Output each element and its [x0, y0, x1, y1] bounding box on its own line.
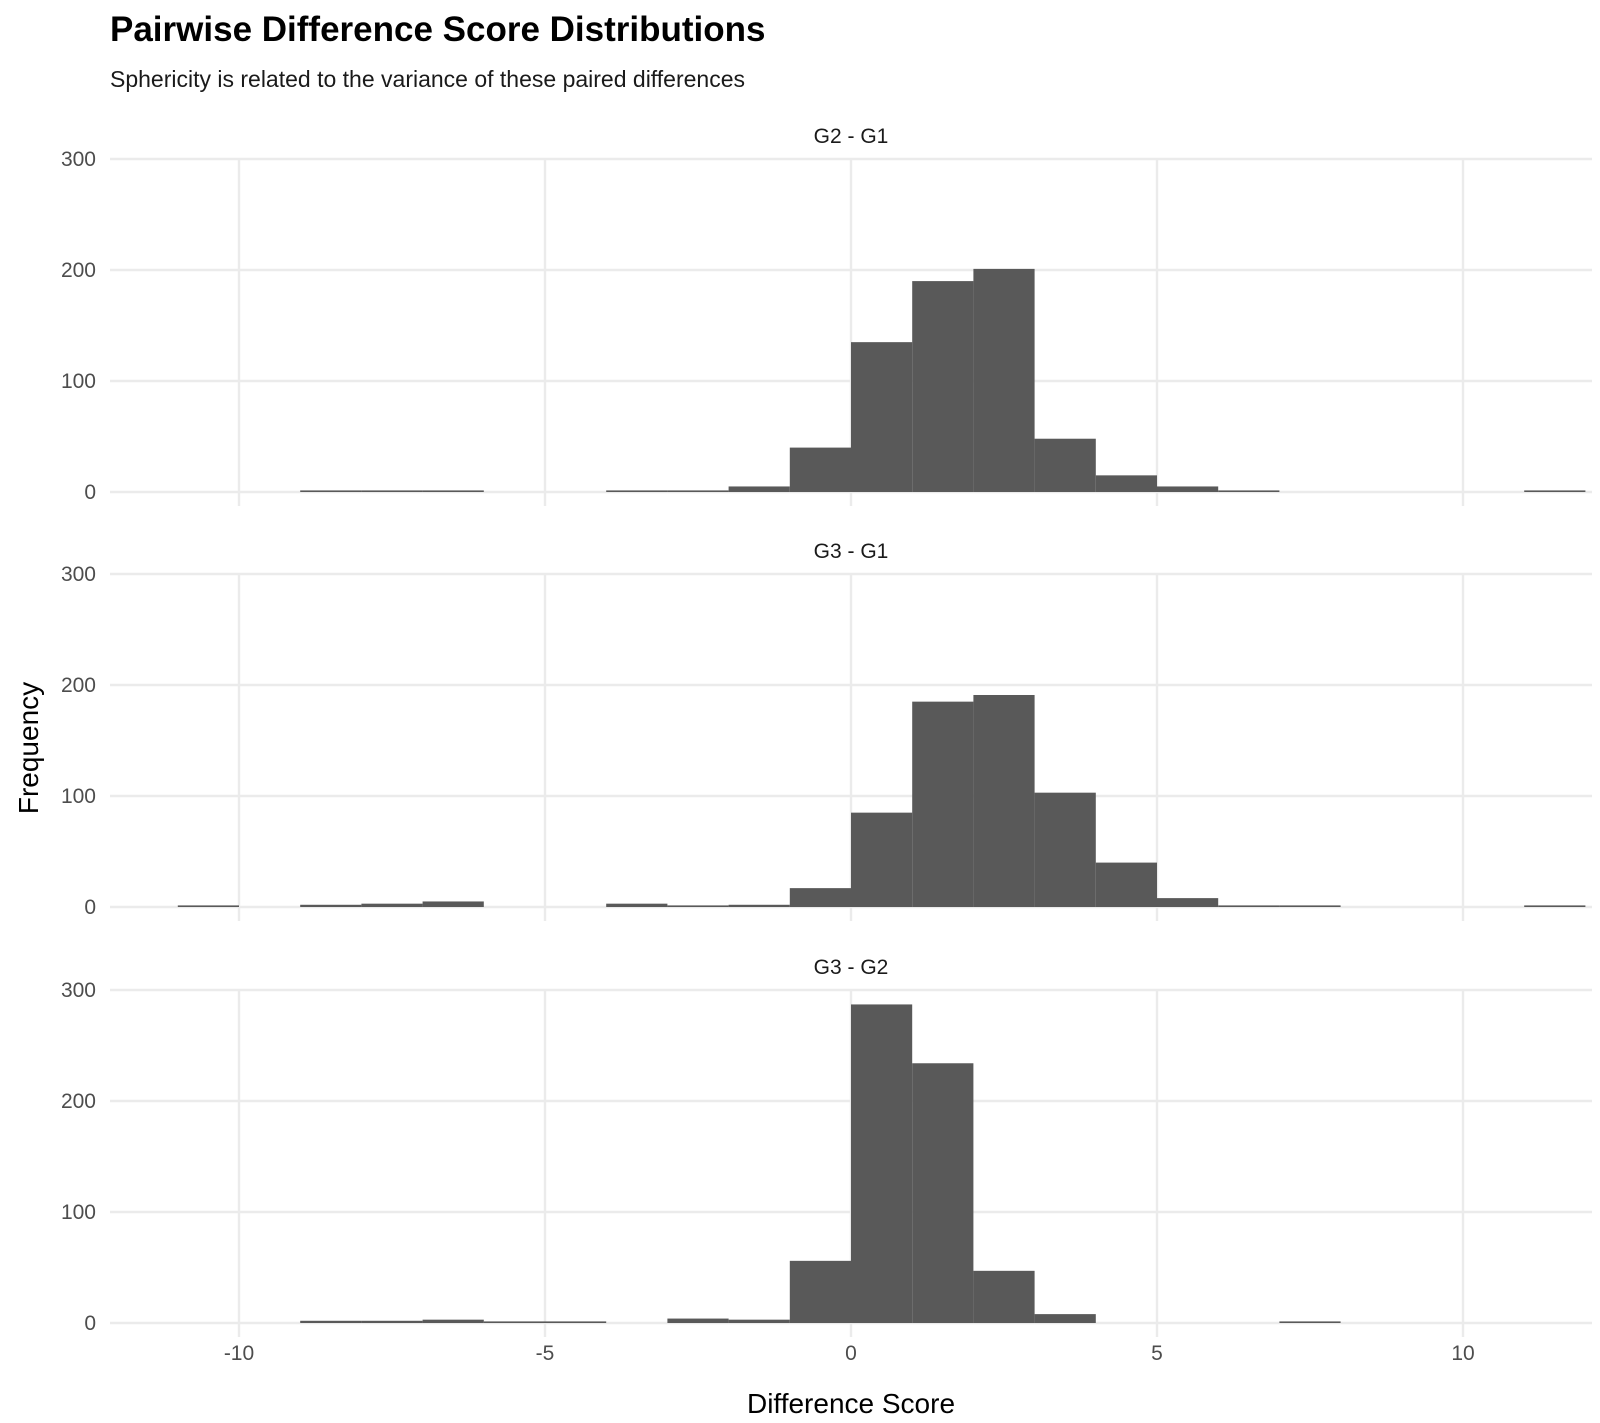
- histogram-bar: [1218, 490, 1280, 492]
- x-tick-label: 5: [1151, 1342, 1163, 1365]
- histogram-bar: [667, 905, 729, 907]
- histogram-bar: [545, 1321, 607, 1323]
- histogram-bar: [422, 1319, 484, 1323]
- histogram-bar: [912, 701, 974, 907]
- histogram-bar: [1095, 475, 1157, 492]
- histogram-bar: [483, 1321, 545, 1323]
- histogram-bar: [1034, 1314, 1096, 1323]
- histogram-bar: [1157, 486, 1219, 492]
- histogram-bar: [1279, 1321, 1341, 1323]
- histogram-bar: [1157, 898, 1219, 907]
- histogram-bar: [606, 903, 668, 907]
- x-tick-label: 10: [1451, 1342, 1474, 1365]
- histogram-bar: [1524, 490, 1586, 492]
- x-tick-label: -5: [536, 1342, 555, 1365]
- histogram-bar: [177, 905, 239, 907]
- x-axis-title: Difference Score: [747, 1388, 955, 1419]
- x-tick-label: 0: [845, 1342, 857, 1365]
- y-tick-label: 200: [61, 674, 96, 697]
- y-tick-label: 100: [61, 1201, 96, 1224]
- histogram-bar: [606, 490, 668, 492]
- histogram-bar: [667, 1318, 729, 1323]
- y-tick-label: 300: [61, 563, 96, 586]
- histogram-bar: [1034, 792, 1096, 907]
- histogram-bar: [912, 281, 974, 492]
- facet-strip-label: G3 - G1: [814, 540, 889, 563]
- histogram-bar: [422, 490, 484, 492]
- histogram-bar: [361, 490, 423, 492]
- histogram-bar: [851, 342, 913, 492]
- histogram-bar: [728, 486, 790, 492]
- histogram-bar: [789, 1260, 851, 1323]
- histogram-bar: [789, 888, 851, 907]
- histogram-bar: [728, 1319, 790, 1323]
- histogram-bar: [300, 490, 362, 492]
- histogram-bar: [973, 694, 1035, 907]
- histogram-bar: [728, 904, 790, 907]
- histogram-bar: [361, 1320, 423, 1323]
- x-tick-label: -10: [224, 1342, 254, 1365]
- histogram-bar: [912, 1063, 974, 1323]
- histogram-bar: [1095, 862, 1157, 907]
- histogram-bar: [422, 901, 484, 907]
- histogram-bar: [1034, 438, 1096, 492]
- chart-subtitle: Sphericity is related to the variance of…: [110, 66, 745, 92]
- histogram-bar: [851, 1004, 913, 1323]
- histogram-bar: [1218, 905, 1280, 907]
- bar-layer: [177, 268, 1586, 1323]
- facet-strip-label: G3 - G2: [814, 956, 889, 979]
- histogram-bar: [1279, 905, 1341, 907]
- histogram-bar: [789, 447, 851, 492]
- histogram-bar: [973, 1270, 1035, 1323]
- y-tick-label: 100: [61, 785, 96, 808]
- y-tick-label: 0: [84, 896, 96, 919]
- y-tick-label: 200: [61, 1090, 96, 1113]
- histogram-bar: [973, 268, 1035, 492]
- y-tick-label: 200: [61, 259, 96, 282]
- histogram-bar: [361, 903, 423, 907]
- chart-title: Pairwise Difference Score Distributions: [110, 10, 766, 49]
- y-axis-title: Frequency: [13, 682, 44, 814]
- y-tick-label: 100: [61, 370, 96, 393]
- y-tick-label: 0: [84, 481, 96, 504]
- histogram-bar: [300, 904, 362, 907]
- histogram-bar: [1524, 905, 1586, 907]
- histogram-bar: [667, 490, 729, 492]
- facet-strip-label: G2 - G1: [814, 125, 889, 148]
- histogram-bar: [851, 812, 913, 907]
- histogram-bar: [300, 1320, 362, 1323]
- y-tick-label: 0: [84, 1312, 96, 1335]
- y-tick-label: 300: [61, 148, 96, 171]
- y-tick-label: 300: [61, 979, 96, 1002]
